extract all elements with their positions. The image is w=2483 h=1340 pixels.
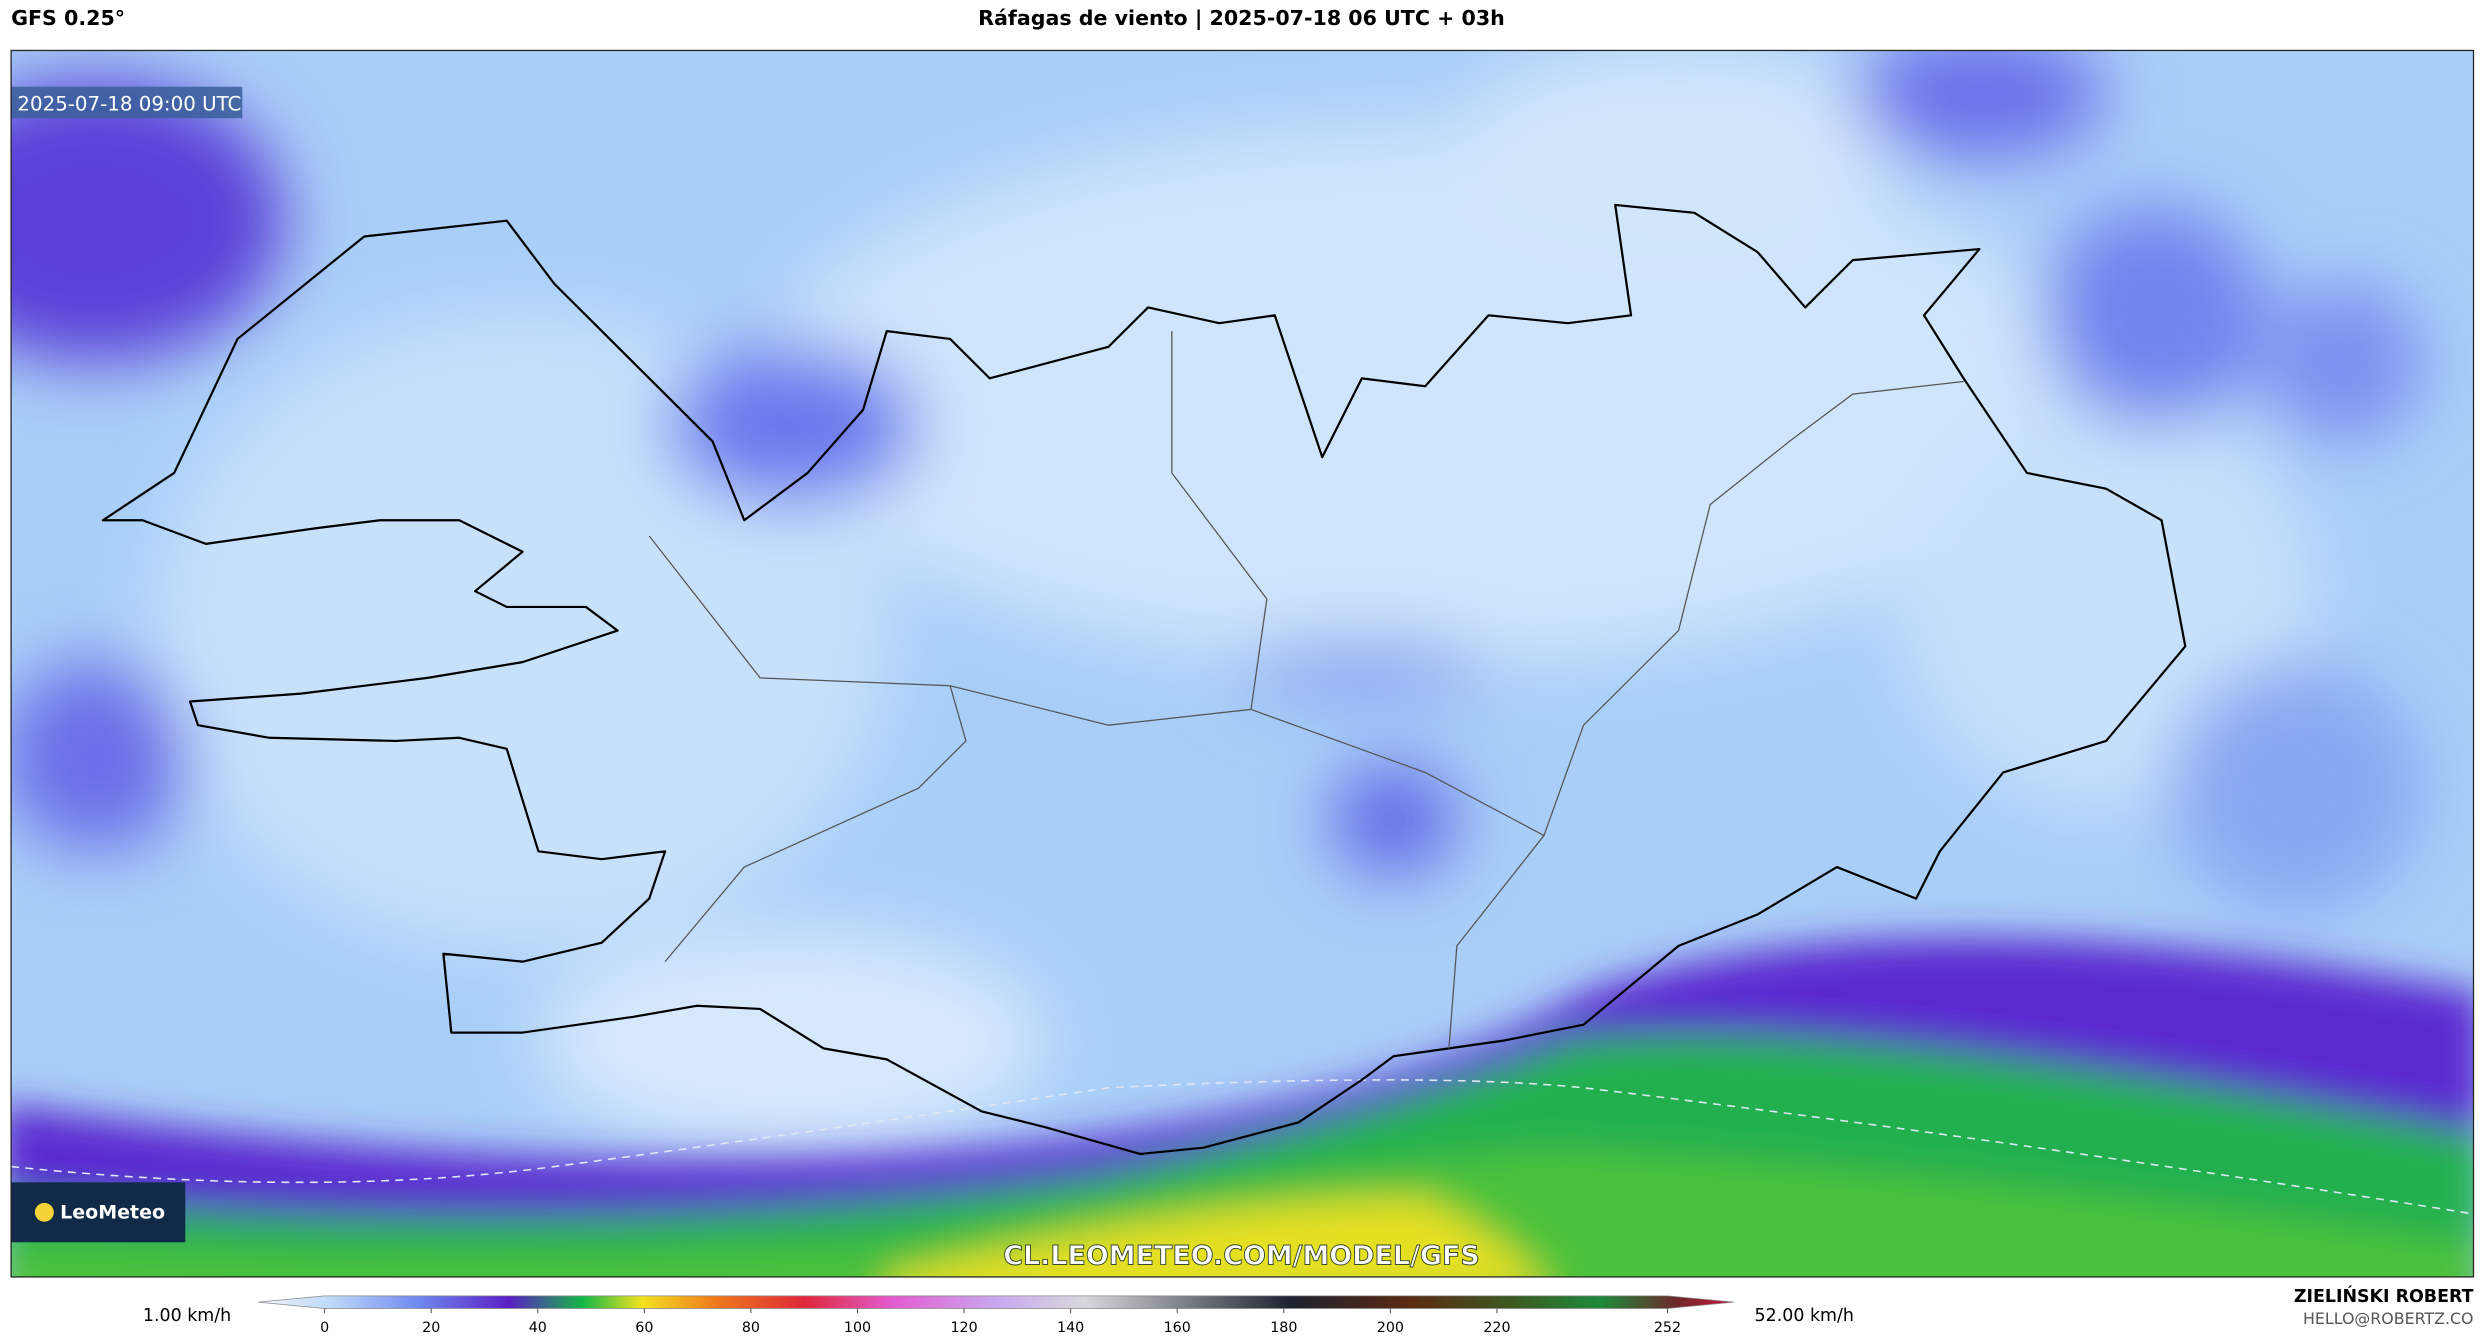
model-label: GFS 0.25° [11,6,125,30]
colorbar-tick-label: 40 [529,1320,547,1336]
colorbar-tick-label: 140 [1057,1320,1084,1336]
colorbar-ramp [258,1295,1735,1309]
colorbar-tick-label: 80 [742,1320,760,1336]
colorbar-tick-label: 0 [320,1320,329,1336]
colorbar-max: 52.00 km/h [1755,1306,1854,1326]
colorbar: 1.00 km/h 52.00 km/h 0 20 40 60 80 100 120 140 1… [143,1295,1854,1336]
colorbar-tick-label: 220 [1483,1320,1510,1336]
logo-sun [34,1202,54,1222]
author: ZIELIŃSKI ROBERT [2294,1285,2474,1307]
valid-time: 2025-07-18 09:00 UTC [17,92,241,115]
map: 2025-07-18 09:00 UTC LeoMeteo CL.LEOMETE… [11,50,2474,1277]
colorbar-min: 1.00 km/h [143,1306,231,1326]
colorbar-tick-label: 60 [635,1320,653,1336]
logo: LeoMeteo [60,1202,165,1224]
email: HELLO@ROBERTZ.CO [2303,1309,2474,1328]
gale-zone [11,938,2474,1277]
map-frame [10,49,2475,1278]
valid-time-box [11,86,243,119]
region-borders [648,331,1964,1049]
map-title: Ráfagas de viento | 2025-07-18 06 UTC + … [978,6,1505,31]
colorbar-tick-label: 200 [1377,1320,1404,1336]
colorbar-tick-label: 160 [1164,1320,1191,1336]
wind-field [11,50,2423,1151]
colorbar-tick-label: 20 [422,1320,440,1336]
colorbar-tick-label: 180 [1270,1320,1297,1336]
isobar [11,1079,2474,1215]
colorbar-tick-label: 120 [950,1320,977,1336]
colorbar-tick-label: 252 [1654,1320,1681,1336]
coastline [101,203,2187,1156]
watermark: CL.LEOMETEO.COM/MODEL/GFS [1003,1240,1480,1271]
colorbar-tick-label: 100 [844,1320,871,1336]
